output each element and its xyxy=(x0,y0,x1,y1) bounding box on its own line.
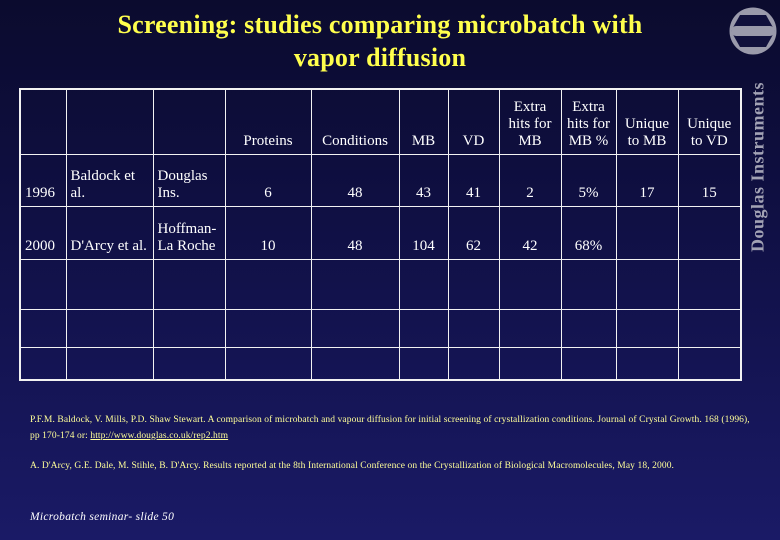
table-cell xyxy=(560,258,617,310)
cell-authors: D'Arcy et al. xyxy=(65,205,154,260)
table-cell xyxy=(560,308,617,348)
cell-authors: Baldock et al. xyxy=(65,153,154,207)
header-cell xyxy=(65,88,154,155)
cell-unique-to-mb: 17 xyxy=(615,153,679,207)
header-cell-mb: MB xyxy=(398,88,449,155)
table-cell xyxy=(677,308,742,348)
header-cell-extra-hits-mb: Extra hits for MB xyxy=(498,88,562,155)
slide-footer: Microbatch seminar- slide 50 xyxy=(30,511,175,523)
table-cell xyxy=(498,258,562,310)
cell-conditions: 48 xyxy=(310,153,400,207)
cell-year: 2000 xyxy=(19,205,67,260)
table-cell xyxy=(447,346,500,381)
table-cell xyxy=(224,346,312,381)
table-cell xyxy=(65,258,154,310)
footnote-darcy: A. D'Arcy, G.E. Dale, M. Stihle, B. D'Ar… xyxy=(30,461,675,471)
table-cell xyxy=(498,308,562,348)
table-cell xyxy=(19,346,67,381)
header-cell-unique-to-mb: Unique to MB xyxy=(615,88,679,155)
table-cell xyxy=(19,308,67,348)
cell-year: 1996 xyxy=(19,153,67,207)
cell-extra-hits-mb-pct: 68% xyxy=(560,205,617,260)
cell-unique-to-vd xyxy=(677,205,742,260)
table-cell xyxy=(65,308,154,348)
table-cell xyxy=(398,346,449,381)
sidebar-brand-text: Douglas Instruments xyxy=(747,81,768,253)
table-cell xyxy=(615,308,679,348)
cell-vd: 62 xyxy=(447,205,500,260)
cell-extra-hits-mb: 2 xyxy=(498,153,562,207)
table-header-row: Proteins Conditions MB VD Extra hits for… xyxy=(19,88,742,155)
cell-extra-hits-mb-pct: 5% xyxy=(560,153,617,207)
table-row-empty xyxy=(19,346,742,381)
table-cell xyxy=(498,346,562,381)
cell-unique-to-vd: 15 xyxy=(677,153,742,207)
header-cell-extra-hits-mb-pct: Extra hits for MB % xyxy=(560,88,617,155)
table-cell xyxy=(310,258,400,310)
table-cell xyxy=(19,258,67,310)
header-cell xyxy=(152,88,226,155)
cell-mb: 43 xyxy=(398,153,449,207)
table-cell xyxy=(677,258,742,310)
table-cell xyxy=(310,346,400,381)
title-line-1: Screening: studies comparing microbatch … xyxy=(117,10,643,39)
table-cell xyxy=(65,346,154,381)
table-cell xyxy=(152,308,226,348)
table-cell xyxy=(677,346,742,381)
table-cell xyxy=(224,308,312,348)
table-cell xyxy=(398,258,449,310)
cell-proteins: 6 xyxy=(224,153,312,207)
cell-mb: 104 xyxy=(398,205,449,260)
table-row-empty xyxy=(19,258,742,310)
cell-extra-hits-mb: 42 xyxy=(498,205,562,260)
comparison-table: Proteins Conditions MB VD Extra hits for… xyxy=(19,88,742,381)
table-cell xyxy=(615,346,679,381)
cell-unique-to-mb xyxy=(615,205,679,260)
header-cell-conditions: Conditions xyxy=(310,88,400,155)
header-cell xyxy=(19,88,67,155)
table-row-2000: 2000 D'Arcy et al. Hoffman-La Roche 10 4… xyxy=(19,205,742,260)
table-cell xyxy=(224,258,312,310)
table-cell xyxy=(152,346,226,381)
cell-vd: 41 xyxy=(447,153,500,207)
footnote-baldock-text: P.F.M. Baldock, V. Mills, P.D. Shaw Stew… xyxy=(30,415,750,441)
douglas-instruments-logo-icon xyxy=(729,2,777,62)
cell-institution: Hoffman-La Roche xyxy=(152,205,226,260)
title-line-2: vapor diffusion xyxy=(293,43,467,72)
douglas-report-link[interactable]: http://www.douglas.co.uk/rep2.htm xyxy=(90,430,229,441)
table-cell xyxy=(152,258,226,310)
header-cell-proteins: Proteins xyxy=(224,88,312,155)
cell-proteins: 10 xyxy=(224,205,312,260)
footnote-baldock: P.F.M. Baldock, V. Mills, P.D. Shaw Stew… xyxy=(30,413,754,444)
table-cell xyxy=(615,258,679,310)
table-cell xyxy=(447,258,500,310)
cell-institution: Douglas Ins. xyxy=(152,153,226,207)
cell-conditions: 48 xyxy=(310,205,400,260)
header-cell-vd: VD xyxy=(447,88,500,155)
table-cell xyxy=(398,308,449,348)
table-cell xyxy=(310,308,400,348)
table-row-empty xyxy=(19,308,742,348)
table-cell xyxy=(560,346,617,381)
table-cell xyxy=(447,308,500,348)
slide-title: Screening: studies comparing microbatch … xyxy=(40,8,720,74)
header-cell-unique-to-vd: Unique to VD xyxy=(677,88,742,155)
table-row-1996: 1996 Baldock et al. Douglas Ins. 6 48 43… xyxy=(19,153,742,207)
